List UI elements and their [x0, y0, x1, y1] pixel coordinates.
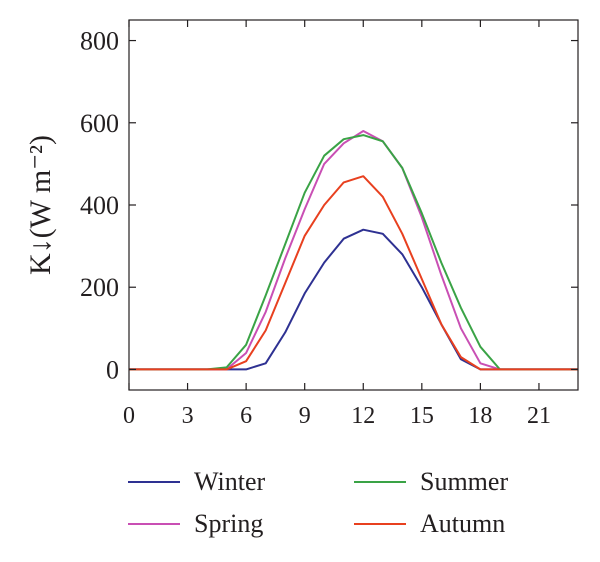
series-line-summer: [129, 134, 578, 371]
legend-swatch-summer: [354, 481, 406, 483]
series-line-spring: [129, 130, 578, 371]
legend: Winter Summer Spring Autumn: [128, 462, 548, 552]
x-tick-label: 6: [240, 403, 252, 429]
legend-label-spring: Spring: [194, 509, 264, 538]
axes: 0 3 6 9 12 15 18 21 0 200 400 600 800: [80, 19, 579, 429]
x-tick-label: 12: [351, 403, 375, 429]
legend-item-winter: Winter: [128, 464, 265, 500]
x-tick-label: 0: [123, 403, 135, 429]
series-layer: [129, 130, 578, 371]
y-tick-label: 0: [106, 355, 119, 384]
y-tick-label: 200: [80, 273, 119, 302]
y-tick-label: 800: [80, 27, 119, 56]
x-tick-label: 18: [468, 403, 492, 429]
legend-swatch-autumn: [354, 523, 406, 525]
x-tick-label: 21: [527, 403, 551, 429]
legend-swatch-winter: [128, 481, 180, 483]
y-tick-label: 400: [80, 191, 119, 220]
legend-item-autumn: Autumn: [354, 506, 505, 542]
series-line-autumn: [129, 175, 578, 371]
y-axis-label: K↓(W m⁻²): [24, 135, 57, 275]
legend-item-summer: Summer: [354, 464, 508, 500]
x-tick-label: 3: [182, 403, 194, 429]
x-tick-label: 9: [299, 403, 311, 429]
legend-label-autumn: Autumn: [420, 509, 506, 538]
legend-label-summer: Summer: [420, 467, 509, 496]
plot-frame: [128, 19, 579, 391]
legend-item-spring: Spring: [128, 506, 263, 542]
x-tick-label: 15: [410, 403, 434, 429]
series-line-winter: [129, 228, 578, 371]
legend-label-winter: Winter: [194, 467, 266, 496]
y-tick-label: 600: [80, 109, 119, 138]
legend-swatch-spring: [128, 523, 180, 525]
line-chart: 0 3 6 9 12 15 18 21 0 200 400 600 800 K↓(W m⁻²): [24, 19, 579, 429]
